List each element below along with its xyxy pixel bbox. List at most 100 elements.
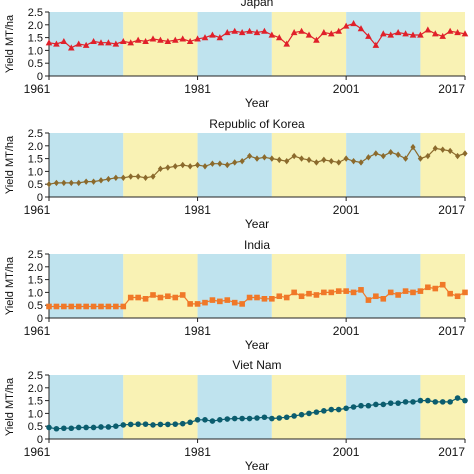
- data-point: [320, 28, 328, 36]
- y-tick-label: 2.0: [28, 262, 43, 274]
- data-point: [202, 299, 208, 306]
- background-band: [197, 375, 272, 439]
- data-point: [98, 303, 104, 310]
- data-point: [231, 27, 239, 34]
- data-point: [276, 415, 283, 421]
- y-axis-title: Yield MT/ha: [4, 377, 16, 436]
- data-point: [402, 399, 409, 405]
- data-point: [402, 30, 409, 37]
- data-point: [358, 159, 364, 166]
- data-point: [261, 154, 268, 161]
- data-point: [53, 425, 60, 432]
- data-point: [462, 150, 468, 157]
- data-point: [439, 32, 447, 39]
- data-point: [238, 28, 246, 36]
- data-point: [157, 165, 164, 173]
- data-point: [365, 154, 372, 161]
- y-tick-label: 0: [37, 192, 43, 204]
- data-point: [194, 35, 201, 42]
- data-point: [217, 417, 223, 423]
- data-point: [254, 155, 260, 162]
- data-point: [298, 293, 305, 300]
- x-tick-label: 2017: [438, 203, 465, 217]
- data-point: [105, 303, 112, 310]
- x-axis-title: Year: [245, 338, 269, 352]
- background-band: [49, 133, 124, 197]
- panel-title: India: [244, 238, 270, 252]
- chart-panel-2: 00.51.01.52.02.5 1961 1981 2001 2017 India Yea…: [4, 238, 468, 352]
- data-point: [76, 179, 82, 187]
- panel-title: Republic of Korea: [209, 117, 305, 131]
- data-point: [246, 27, 253, 34]
- x-tick-label: 1961: [24, 82, 51, 96]
- data-point: [113, 174, 119, 181]
- data-point: [120, 422, 127, 428]
- data-point: [113, 303, 119, 310]
- data-point: [379, 30, 387, 37]
- data-point: [380, 296, 387, 302]
- y-tick-label: 2.0: [28, 20, 43, 32]
- data-point: [409, 31, 417, 38]
- data-point: [75, 424, 82, 431]
- data-point: [410, 143, 416, 151]
- data-point: [283, 40, 291, 47]
- y-tick-label: 2.5: [28, 370, 43, 382]
- data-point: [75, 40, 83, 47]
- y-axis-title: Yield MT/ha: [4, 135, 16, 194]
- data-point: [410, 289, 416, 296]
- data-point: [179, 292, 186, 298]
- y-tick-label: 2.0: [28, 141, 43, 153]
- data-point: [357, 25, 365, 32]
- data-point: [67, 44, 75, 51]
- data-point: [365, 297, 372, 303]
- data-point: [165, 164, 171, 171]
- data-point: [343, 405, 349, 412]
- data-point: [328, 289, 335, 296]
- data-point: [269, 155, 275, 162]
- background-band: [420, 375, 465, 439]
- data-point: [187, 419, 193, 426]
- data-point: [335, 406, 342, 413]
- data-point: [165, 421, 171, 428]
- data-point: [365, 402, 372, 409]
- data-point: [246, 294, 253, 301]
- background-band: [271, 12, 347, 76]
- data-point: [424, 26, 432, 33]
- data-point: [387, 31, 395, 38]
- data-point: [112, 40, 120, 47]
- data-point: [224, 297, 231, 303]
- x-tick-label: 2001: [333, 203, 360, 217]
- background-band: [420, 133, 465, 197]
- x-tick-label: 2017: [438, 445, 465, 459]
- data-point: [98, 177, 104, 184]
- data-point: [439, 281, 446, 288]
- background-band: [346, 12, 421, 76]
- data-point: [172, 421, 179, 427]
- data-point: [98, 424, 104, 430]
- data-point: [395, 292, 401, 298]
- data-point: [454, 293, 461, 300]
- data-point: [179, 420, 186, 427]
- data-point: [209, 297, 216, 303]
- data-point: [306, 410, 312, 417]
- y-tick-label: 0: [37, 313, 43, 325]
- y-tick-label: 1.5: [28, 33, 43, 45]
- data-point: [231, 299, 238, 306]
- data-point: [432, 285, 439, 292]
- data-point: [394, 28, 402, 36]
- data-point: [201, 34, 209, 41]
- data-point: [90, 424, 97, 431]
- data-point: [239, 157, 245, 165]
- x-tick-label: 1961: [24, 203, 51, 217]
- data-point: [462, 397, 468, 404]
- data-point: [209, 418, 216, 424]
- data-point: [425, 284, 431, 291]
- data-point: [217, 298, 223, 305]
- y-tick-label: 1.5: [28, 275, 43, 287]
- data-point: [157, 294, 164, 301]
- data-point: [157, 36, 164, 43]
- data-point: [402, 288, 409, 294]
- data-point: [75, 303, 82, 310]
- chart-panel-1: 00.51.01.52.02.5 1961 1981 2001 2017 Republic…: [4, 117, 468, 231]
- data-point: [417, 155, 424, 162]
